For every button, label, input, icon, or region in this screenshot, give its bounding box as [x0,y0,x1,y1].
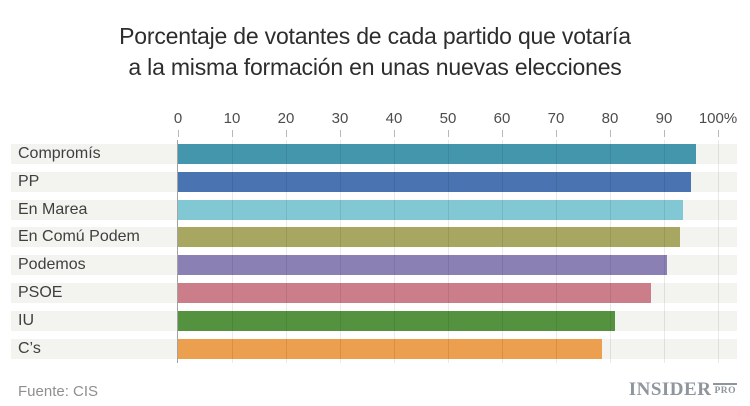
gridline [718,140,719,363]
x-axis-tick-label: 40 [385,110,403,127]
gridline [232,140,233,363]
x-axis-tick-mark [286,130,287,137]
x-axis-tick-label: 90 [655,110,673,127]
x-axis-tick-label: 80 [601,110,619,127]
x-axis-tick-mark [232,130,233,137]
chart-title-line1: Porcentaje de votantes de cada partido q… [119,23,631,49]
x-axis-tick-label: 50 [439,110,457,127]
chart-title-line2: a la misma formación en unas nuevas elec… [128,54,622,80]
x-axis-tick-label: 60 [493,110,511,127]
x-axis-tick-label: 70 [547,110,565,127]
gridline [610,140,611,363]
x-axis-tick-mark [664,130,665,137]
x-axis-tick-mark [448,130,449,137]
category-label: IU [18,311,34,329]
gridline [286,140,287,363]
x-axis-tick-label: 30 [331,110,349,127]
x-axis-tick-mark [340,130,341,137]
x-axis-tick-label: 100% [698,110,738,127]
bar [178,255,667,276]
category-label: En Comú Podem [18,228,140,246]
x-axis-tick-label: 0 [173,110,183,127]
category-label: C’s [18,339,41,357]
x-axis-tick-mark [610,130,611,137]
chart-title: Porcentaje de votantes de cada partido q… [0,21,750,83]
bar [178,338,602,359]
y-axis-line [177,140,178,363]
bar [178,227,681,248]
gridline [340,140,341,363]
x-axis-tick-mark [556,130,557,137]
x-axis-tick-label: 20 [277,110,295,127]
category-label: PP [18,172,40,190]
x-axis-tick-mark [178,130,179,137]
x-axis-tick-label: 10 [223,110,241,127]
source-note: Fuente: CIS [18,383,99,400]
category-label: Compromís [18,145,101,162]
gridline [394,140,395,363]
insiderpro-logo: INSIDER PRO [629,380,737,400]
bar [178,310,616,331]
bar [178,283,651,303]
gridline [556,140,557,363]
x-axis-tick-mark [502,130,503,137]
bar [178,144,697,164]
gridline [448,140,449,363]
logo-sub-text: PRO [713,383,737,397]
gridline [664,140,665,363]
gridline [502,140,503,363]
bar [178,199,683,220]
bar [178,171,691,192]
x-axis-tick-mark [394,130,395,137]
x-axis-tick-mark [718,130,719,137]
category-label: En Marea [18,200,88,218]
category-label: Podemos [18,256,86,274]
category-label: PSOE [18,284,63,301]
logo-main-text: INSIDER [628,379,712,400]
